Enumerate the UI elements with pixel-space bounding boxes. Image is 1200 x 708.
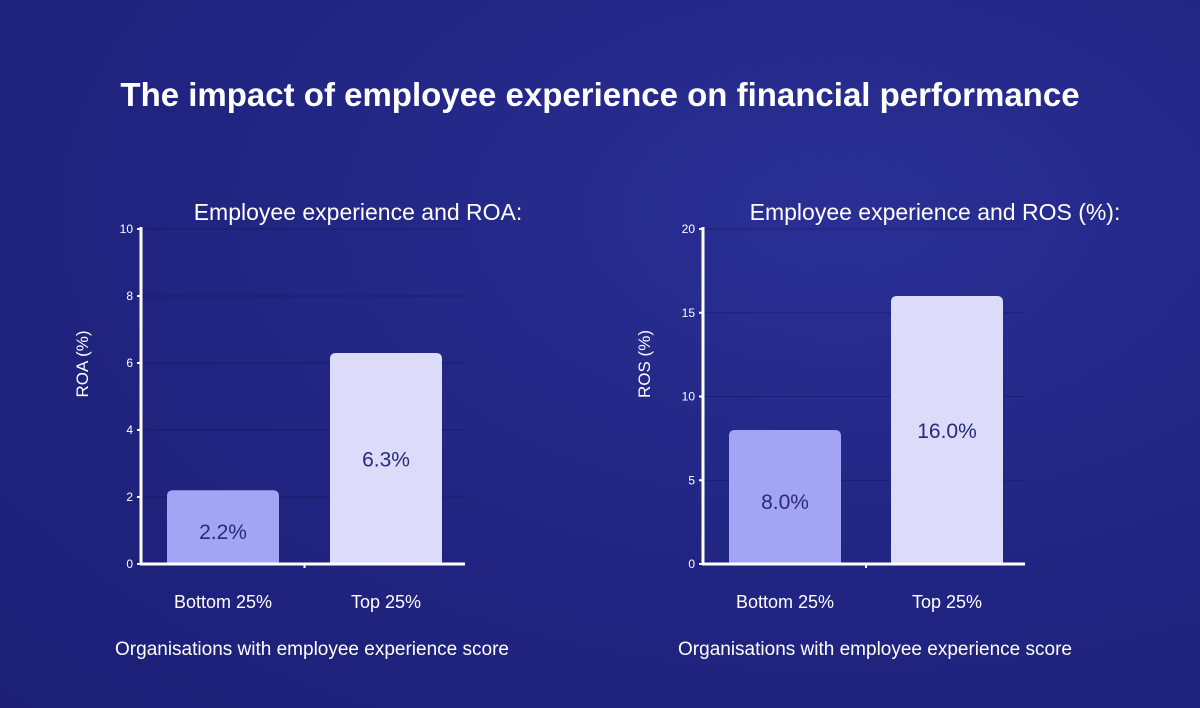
data-label: 8.0% [761,491,809,514]
y-tick-label: 8 [126,289,133,303]
data-label: 16.0% [917,420,977,443]
x-tick-label: Top 25% [912,592,982,612]
bar [891,296,1003,564]
chart-title: Employee experience and ROA: [194,199,523,225]
data-label: 2.2% [199,521,247,544]
x-axis-label: Organisations with employee experience s… [678,639,1072,660]
x-tick-label: Top 25% [351,592,421,612]
y-tick-label: 15 [682,306,696,320]
y-axis-label: ROS (%) [635,330,654,398]
y-tick-label: 4 [126,423,133,437]
chart-title: Employee experience and ROS (%): [750,199,1121,225]
y-tick-label: 10 [120,222,134,236]
x-axis-label: Organisations with employee experience s… [115,639,509,660]
y-axis-label: ROA (%) [73,330,92,397]
y-tick-label: 2 [126,490,133,504]
y-tick-label: 5 [688,473,695,487]
y-tick-label: 20 [682,222,696,236]
y-tick-label: 10 [682,390,696,404]
bar [330,352,442,564]
y-tick-label: 0 [126,557,133,571]
data-label: 6.3% [362,448,410,471]
x-tick-label: Bottom 25% [736,592,834,612]
bar [167,490,279,564]
page-title: The impact of employee experience on fin… [120,76,1080,113]
y-tick-label: 0 [688,557,695,571]
y-tick-label: 6 [126,356,133,370]
x-tick-label: Bottom 25% [174,592,272,612]
bar [729,430,841,564]
